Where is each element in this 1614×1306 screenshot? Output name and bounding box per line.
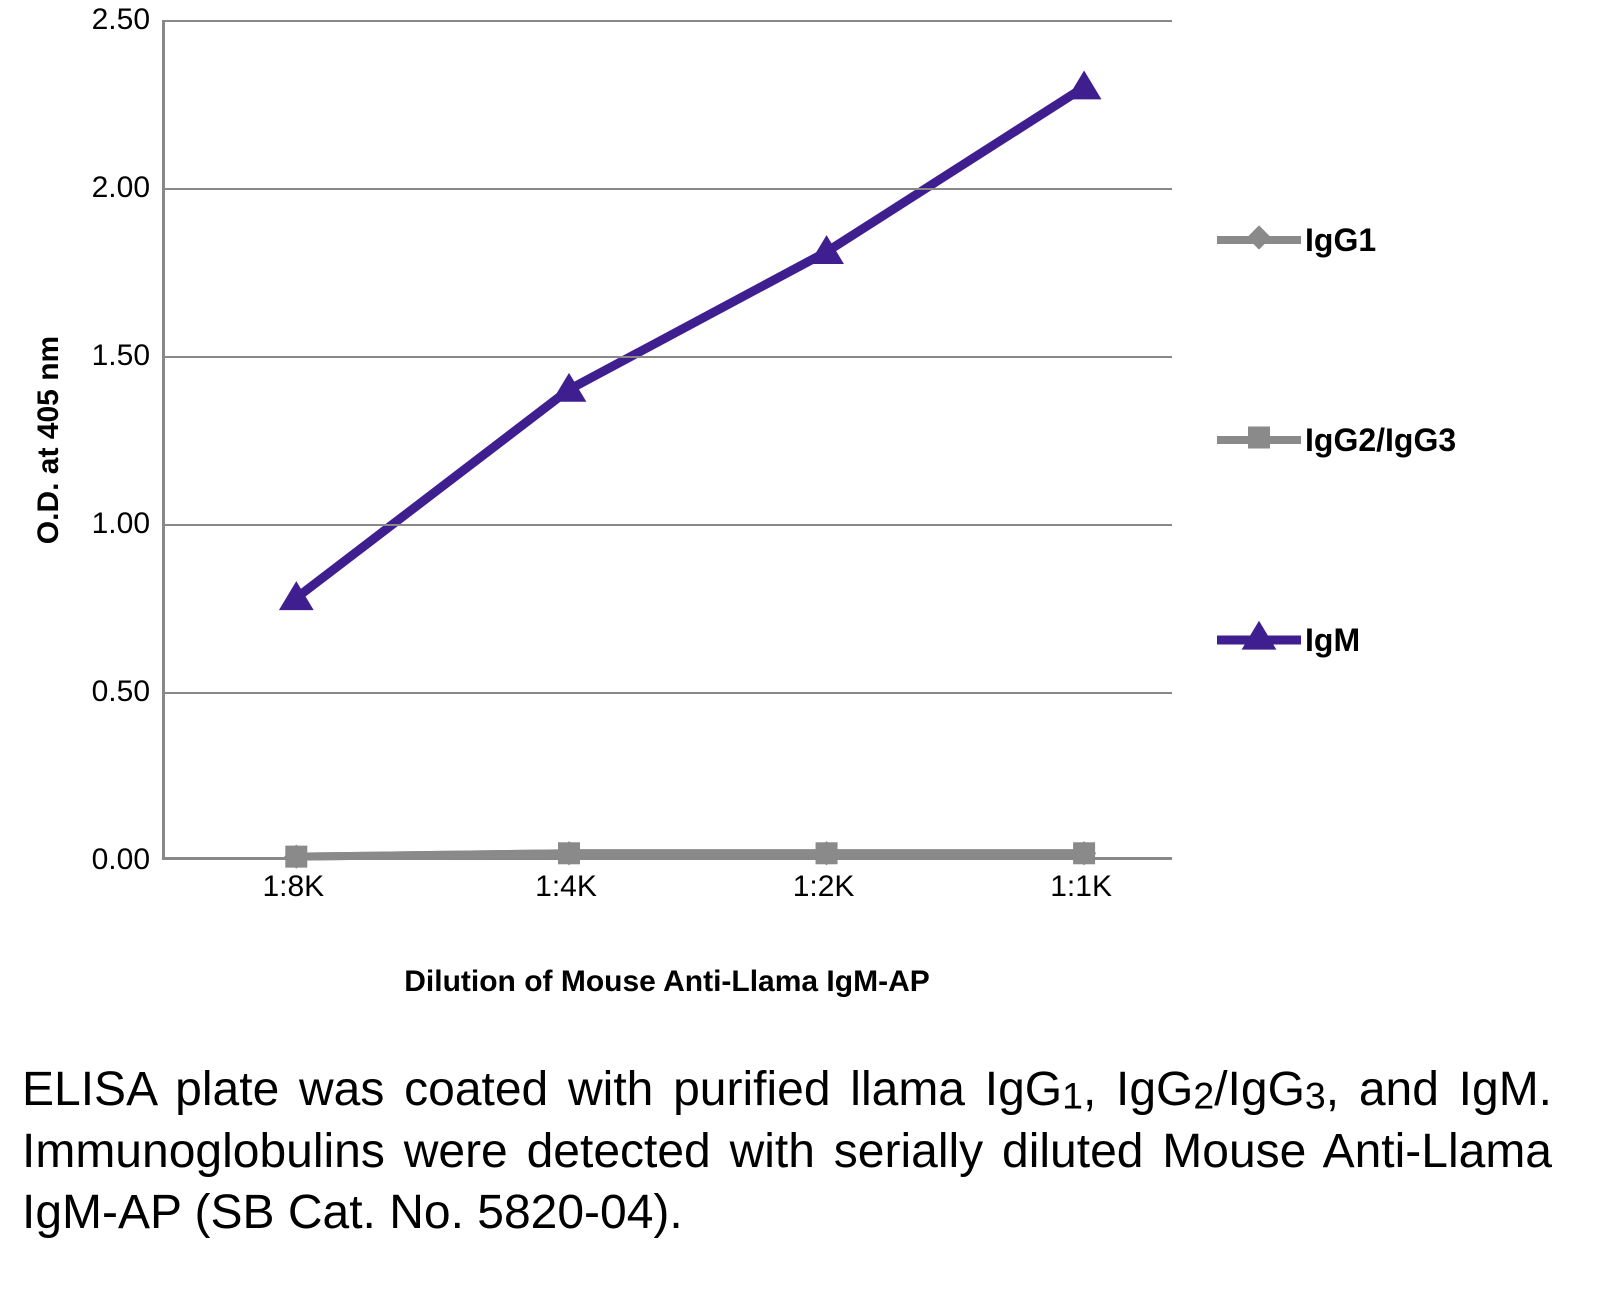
x-tick-label: 1:4K: [535, 870, 597, 904]
y-tick-label: 1.50: [92, 339, 150, 373]
legend-label: IgM: [1305, 622, 1360, 659]
caption-text: ELISA plate was coated with purified lla…: [22, 1059, 1552, 1244]
legend-swatch: [1217, 224, 1301, 256]
y-tick-label: 1.00: [92, 507, 150, 541]
figure-container: O.D. at 405 nm 0.000.501.001.502.002.50 …: [22, 20, 1592, 1244]
x-axis-label: Dilution of Mouse Anti-Llama IgM-AP: [162, 965, 1172, 999]
gridline: [165, 524, 1172, 526]
legend-item-IgG2/IgG3: IgG2/IgG3: [1217, 422, 1532, 459]
series-marker-IgM: [1067, 70, 1102, 99]
gridline: [165, 356, 1172, 358]
y-tick-label: 0.00: [92, 843, 150, 877]
series-line-IgM: [296, 87, 1084, 598]
series-line-IgG2/IgG3: [296, 853, 1084, 856]
plot-area: [162, 20, 1172, 860]
y-tick-label: 0.50: [92, 675, 150, 709]
gridline: [165, 188, 1172, 190]
chart-row: O.D. at 405 nm 0.000.501.001.502.002.50 …: [22, 20, 1592, 860]
legend-item-IgG1: IgG1: [1217, 222, 1532, 259]
x-tick-label: 1:2K: [793, 870, 855, 904]
series-marker-IgG2/IgG3: [1073, 842, 1095, 864]
y-tick-column: 0.000.501.001.502.002.50: [77, 20, 162, 860]
y-tick-label: 2.50: [92, 3, 150, 37]
gridline: [165, 20, 1172, 22]
legend: IgG1 IgG2/IgG3 IgM: [1172, 140, 1532, 740]
series-marker-IgG2/IgG3: [558, 842, 580, 864]
y-axis-label: O.D. at 405 nm: [33, 336, 67, 544]
legend-swatch: [1217, 624, 1301, 656]
y-tick-label: 2.00: [92, 171, 150, 205]
legend-label: IgG2/IgG3: [1305, 422, 1456, 459]
x-tick-label: 1:1K: [1050, 870, 1112, 904]
x-tick-row: 1:8K 1:4K 1:2K 1:1K: [162, 870, 1172, 925]
series-marker-IgG2/IgG3: [816, 842, 838, 864]
y-axis-label-wrap: O.D. at 405 nm: [22, 20, 77, 860]
gridline: [165, 692, 1172, 694]
legend-label: IgG1: [1305, 222, 1376, 259]
x-tick-label: 1:8K: [262, 870, 324, 904]
chart-svg: [165, 20, 1175, 860]
legend-item-IgM: IgM: [1217, 622, 1532, 659]
legend-swatch: [1217, 424, 1301, 456]
series-marker-IgG2/IgG3: [285, 846, 307, 868]
